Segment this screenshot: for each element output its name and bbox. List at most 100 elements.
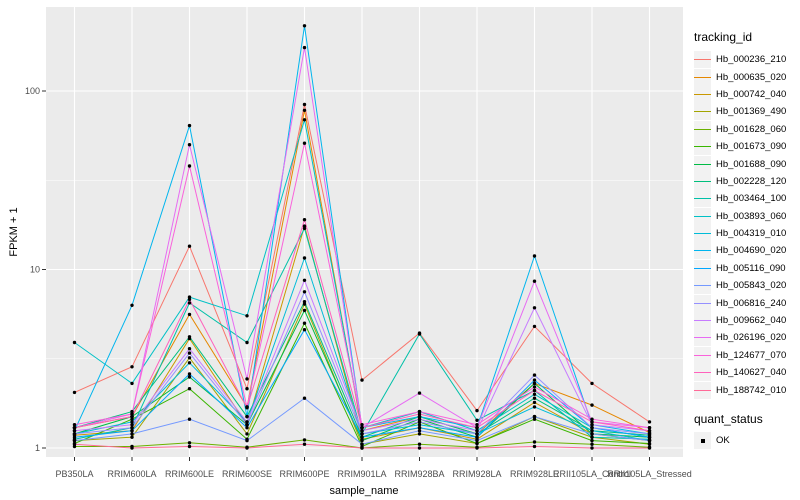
- data-point: [532, 392, 537, 396]
- ok-point-icon: [700, 438, 705, 443]
- legend-item: Hb_003464_100: [694, 190, 800, 208]
- data-point: [360, 423, 364, 427]
- data-point: [187, 143, 192, 147]
- data-point: [590, 403, 594, 407]
- data-point: [187, 297, 192, 302]
- y-tick-label: 100: [25, 86, 40, 96]
- data-point: [647, 429, 652, 433]
- legend-item-label: Hb_001369_490: [716, 106, 787, 118]
- data-point: [590, 435, 594, 439]
- data-point: [72, 442, 77, 446]
- legend-line-swatch: [694, 163, 711, 165]
- legend-line-swatch: [694, 389, 711, 391]
- legend-item-label: Hb_000742_040: [716, 88, 787, 100]
- data-point: [187, 375, 192, 379]
- data-point: [532, 414, 537, 419]
- legend-item-label: Hb_000635_020: [716, 71, 787, 83]
- legend-line-swatch: [694, 198, 711, 200]
- data-point: [417, 432, 422, 436]
- legend-key-box: [694, 329, 711, 347]
- legend-line-swatch: [694, 285, 711, 287]
- legend-item-label: Hb_003893_060: [716, 210, 787, 222]
- data-point: [532, 400, 537, 405]
- quant-key-box: [694, 432, 711, 449]
- legend-item-label: Hb_124677_070: [716, 349, 787, 361]
- data-point: [245, 340, 249, 345]
- legend-line-swatch: [694, 76, 711, 78]
- data-point: [532, 396, 537, 400]
- data-point: [590, 438, 594, 443]
- data-point: [302, 396, 307, 400]
- data-point: [590, 417, 594, 421]
- legend-key-box: [694, 172, 711, 190]
- data-point: [647, 435, 652, 439]
- data-point: [532, 417, 537, 421]
- legend-line-swatch: [694, 302, 711, 304]
- data-point: [245, 414, 249, 419]
- legend-item: Hb_188742_010: [694, 381, 800, 399]
- data-point: [475, 435, 479, 439]
- data-point: [360, 442, 364, 446]
- legend-key-box: [694, 207, 711, 225]
- data-point: [187, 441, 192, 445]
- data-point: [187, 347, 192, 351]
- data-point: [417, 391, 422, 395]
- data-point: [302, 321, 307, 325]
- data-point: [130, 432, 134, 436]
- legend-item: Hb_004690_020: [694, 242, 800, 260]
- x-tick-label: RRIM928LE: [510, 469, 559, 479]
- legend-item: Hb_026196_020: [694, 329, 800, 347]
- data-point: [532, 388, 537, 393]
- data-point: [475, 423, 479, 427]
- data-point: [590, 442, 594, 446]
- data-point: [590, 446, 594, 450]
- legend-title: tracking_id: [694, 30, 753, 44]
- data-point: [72, 438, 77, 443]
- data-point: [302, 141, 307, 145]
- data-point: [647, 420, 652, 424]
- legend-item: Hb_001688_090: [694, 155, 800, 173]
- legend-line-swatch: [694, 354, 711, 356]
- legend-item: Hb_001673_090: [694, 138, 800, 156]
- legend-item-label: Hb_004319_010: [716, 228, 787, 240]
- data-point: [590, 420, 594, 424]
- data-point: [417, 429, 422, 433]
- data-point: [302, 256, 307, 260]
- data-point: [302, 442, 307, 446]
- data-point: [245, 446, 249, 450]
- data-point: [187, 387, 192, 391]
- data-point: [187, 244, 192, 248]
- legend-item-label: Hb_004690_020: [716, 245, 787, 257]
- data-point: [417, 412, 422, 416]
- data-point: [417, 420, 422, 424]
- legend-item: Hb_124677_070: [694, 346, 800, 364]
- data-point: [72, 432, 77, 436]
- legend-key-box: [694, 277, 711, 295]
- legend-item: Hb_006816_240: [694, 294, 800, 312]
- data-point: [590, 429, 594, 433]
- data-point: [245, 426, 249, 430]
- legend-item-label: Hb_140627_040: [716, 367, 787, 379]
- data-point: [417, 414, 422, 419]
- data-point: [245, 420, 249, 424]
- data-point: [302, 102, 307, 107]
- x-tick-label: RRIM600PE: [279, 469, 329, 479]
- legend-item-label: Hb_026196_020: [716, 332, 787, 344]
- data-point: [302, 24, 307, 28]
- data-point: [302, 118, 307, 122]
- data-point: [532, 306, 537, 310]
- data-point: [302, 328, 307, 332]
- data-point: [417, 332, 422, 336]
- data-point: [72, 435, 77, 439]
- legend-key-box: [694, 312, 711, 330]
- legend-key-box: [694, 242, 711, 260]
- data-point: [130, 429, 134, 433]
- data-point: [302, 108, 307, 113]
- legend-item: Hb_009662_040: [694, 312, 800, 330]
- legend-key-box: [694, 346, 711, 364]
- data-point: [532, 378, 537, 382]
- panel-background: [46, 7, 683, 457]
- data-point: [187, 351, 192, 355]
- data-point: [187, 444, 192, 449]
